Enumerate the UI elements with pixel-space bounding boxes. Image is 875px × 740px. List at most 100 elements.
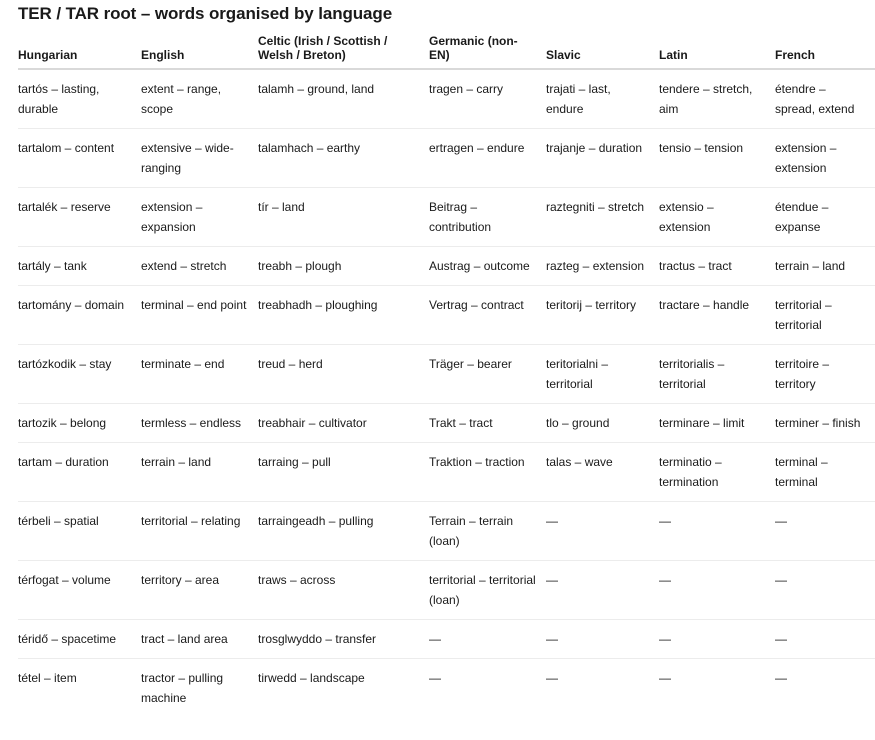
cell-celtic: treabhair – cultivator xyxy=(258,403,429,443)
cell-hungarian: térfogat – volume xyxy=(18,560,141,620)
table-row: tartozik – belong termless – endless treab… xyxy=(18,403,875,443)
cell-celtic: trosglwyddo – transfer xyxy=(258,619,429,659)
cell-slavic: — xyxy=(546,671,558,685)
cell-french: terrain – land xyxy=(775,246,875,286)
cell-germanic: Austrag – outcome xyxy=(429,246,546,286)
column-header-french: French xyxy=(775,32,875,70)
cell-slavic: trajati – last, endure xyxy=(546,69,659,129)
cell-english: extension – expansion xyxy=(141,187,258,247)
cell-latin: extensio – extension xyxy=(659,187,775,247)
cell-hungarian: téridő – spacetime xyxy=(18,619,141,659)
cell-germanic: — xyxy=(429,671,441,685)
cell-hungarian: tétel – item xyxy=(18,671,77,685)
cell-french: — xyxy=(775,560,875,620)
cell-celtic: tír – land xyxy=(258,187,429,247)
column-header-latin: Latin xyxy=(659,32,775,70)
table-row: tartály – tank extend – stretch treabh – p… xyxy=(18,246,875,286)
cell-english: tractor – pulling machine xyxy=(141,671,224,705)
cell-hungarian: tartózkodik – stay xyxy=(18,344,141,404)
cell-germanic: ertragen – endure xyxy=(429,128,546,188)
cell-hungarian: térbeli – spatial xyxy=(18,501,141,561)
cell-celtic: tarraingeadh – pulling xyxy=(258,501,429,561)
cell-germanic: Trakt – tract xyxy=(429,403,546,443)
cell-germanic: Träger – bearer xyxy=(429,344,546,404)
cell-hungarian: tartomány – domain xyxy=(18,285,141,345)
cell-hungarian: tartalék – reserve xyxy=(18,187,141,247)
cell-french: étendue – expanse xyxy=(775,187,875,247)
cell-slavic: teritorialni – territorial xyxy=(546,344,659,404)
cell-english: territorial – relating xyxy=(141,501,258,561)
cell-english: territory – area xyxy=(141,560,258,620)
cell-celtic: traws – across xyxy=(258,560,429,620)
header-row: Hungarian English Celtic (Irish / Scottish… xyxy=(18,32,875,70)
page-title: TER / TAR root – words organised by lang… xyxy=(18,4,393,23)
cell-french: — xyxy=(775,671,787,685)
cell-english: termless – endless xyxy=(141,403,258,443)
table-row: térbeli – spatial territorial – relating t… xyxy=(18,501,875,561)
cell-french: territoire – territory xyxy=(775,344,875,404)
cell-hungarian: tartós – lasting, durable xyxy=(18,69,141,129)
column-header-celtic: Celtic (Irish / Scottish / Welsh / Breto… xyxy=(258,32,429,70)
cell-slavic: talas – wave xyxy=(546,442,659,502)
cell-celtic: treabh – plough xyxy=(258,246,429,286)
table-row: tartalom – content extensive – wide-rangi… xyxy=(18,128,875,188)
cell-germanic: — xyxy=(429,619,546,659)
cell-french: terminal – terminal xyxy=(775,442,875,502)
cell-latin: tractare – handle xyxy=(659,285,775,345)
column-header-germanic: Germanic (non-EN) xyxy=(429,32,546,70)
cell-celtic: talamh – ground, land xyxy=(258,69,429,129)
cell-slavic: razteg – extension xyxy=(546,246,659,286)
column-header-slavic: Slavic xyxy=(546,32,659,70)
cell-english: terminate – end xyxy=(141,344,258,404)
cell-slavic: raztegniti – stretch xyxy=(546,187,659,247)
cell-slavic: teritorij – territory xyxy=(546,285,659,345)
cell-germanic: territorial – territorial (loan) xyxy=(429,560,546,620)
language-table: Hungarian English Celtic (Irish / Scottish… xyxy=(18,32,875,717)
cell-latin: — xyxy=(659,619,775,659)
table-row: tartalék – reserve extension – expansion t… xyxy=(18,187,875,247)
cell-slavic: tlo – ground xyxy=(546,403,659,443)
table-row: téridő – spacetime tract – land area trosg… xyxy=(18,619,875,659)
cell-germanic: Beitrag – contribution xyxy=(429,187,546,247)
cell-latin: — xyxy=(659,560,775,620)
cell-english: terrain – land xyxy=(141,442,258,502)
cell-french: — xyxy=(775,501,875,561)
cell-celtic: tirwedd – landscape xyxy=(258,671,365,685)
cell-english: extent – range, scope xyxy=(141,69,258,129)
cell-germanic: Terrain – terrain (loan) xyxy=(429,501,546,561)
cell-latin: — xyxy=(659,501,775,561)
cell-germanic: tragen – carry xyxy=(429,69,546,129)
cell-english: extensive – wide-ranging xyxy=(141,128,258,188)
cell-latin: terminatio – termination xyxy=(659,442,775,502)
cell-english: tract – land area xyxy=(141,619,258,659)
cell-french: terminer – finish xyxy=(775,403,875,443)
table-row: tétel – item tractor – pulling machine tir… xyxy=(18,659,875,718)
table-row: tartózkodik – stay terminate – end treud –… xyxy=(18,344,875,404)
cell-slavic: — xyxy=(546,619,659,659)
cell-french: — xyxy=(775,619,875,659)
cell-slavic: — xyxy=(546,501,659,561)
column-header-english: English xyxy=(141,32,258,70)
table-row: tartós – lasting, durable extent – range,… xyxy=(18,69,875,129)
cell-french: extension – extension xyxy=(775,128,875,188)
table-row: tartam – duration terrain – land tarraing … xyxy=(18,442,875,502)
cell-germanic: Traktion – traction xyxy=(429,442,546,502)
cell-latin: tensio – tension xyxy=(659,128,775,188)
cell-germanic: Vertrag – contract xyxy=(429,285,546,345)
cell-latin: territorialis – territorial xyxy=(659,344,775,404)
cell-latin: tendere – stretch, aim xyxy=(659,69,775,129)
cell-hungarian: tartalom – content xyxy=(18,128,141,188)
cell-latin: terminare – limit xyxy=(659,403,775,443)
cell-hungarian: tartam – duration xyxy=(18,442,141,502)
cell-english: terminal – end point xyxy=(141,285,258,345)
cell-slavic: trajanje – duration xyxy=(546,128,659,188)
cell-celtic: treud – herd xyxy=(258,344,429,404)
cell-french: territorial – territorial xyxy=(775,285,875,345)
cell-hungarian: tartozik – belong xyxy=(18,403,141,443)
cell-hungarian: tartály – tank xyxy=(18,246,141,286)
cell-latin: tractus – tract xyxy=(659,246,775,286)
cell-english: extend – stretch xyxy=(141,246,258,286)
cell-celtic: talamhach – earthy xyxy=(258,128,429,188)
column-header-hungarian: Hungarian xyxy=(18,32,141,70)
cell-celtic: treabhadh – ploughing xyxy=(258,285,429,345)
